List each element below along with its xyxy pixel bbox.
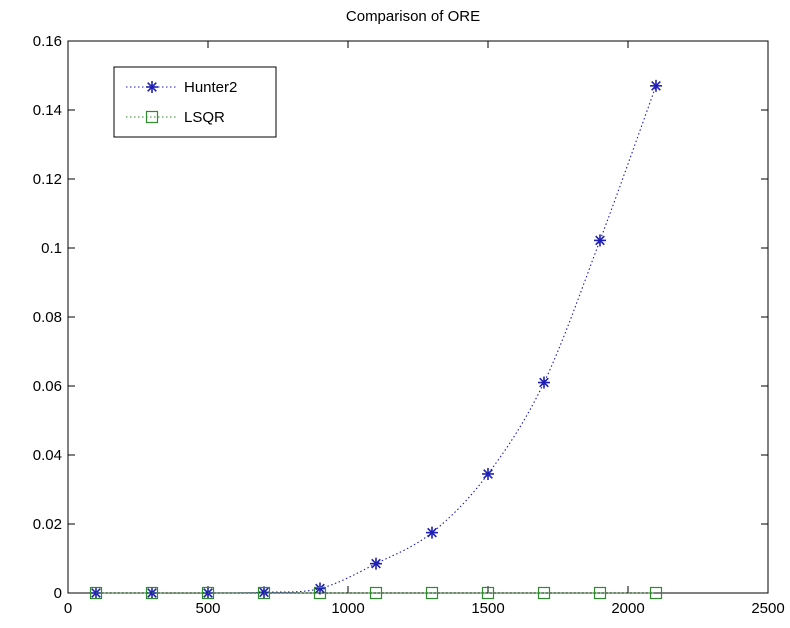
legend-label-hunter2: Hunter2 (184, 79, 237, 96)
series-layer (89, 79, 663, 600)
legend-marker-lsqr (145, 110, 159, 124)
axis-ticks: 0 500 1000 1500 2000 2500 0 0.02 0.04 0.06 0.08 0.1… (33, 33, 785, 617)
x-tick-label: 1500 (471, 600, 504, 617)
x-tick-label: 0 (64, 600, 72, 617)
y-tick-label: 0.02 (33, 516, 62, 533)
y-tick-label: 0.14 (33, 102, 62, 119)
y-tick-label: 0.12 (33, 171, 62, 188)
y-tick-label: 0.08 (33, 309, 62, 326)
legend-box (113, 66, 277, 138)
data-point-hunter2 (594, 234, 606, 247)
data-point-lsqr (649, 586, 663, 600)
x-tick-label: 500 (195, 600, 220, 617)
y-tick-label: 0.06 (33, 378, 62, 395)
data-point-hunter2 (258, 586, 270, 599)
legend-item-hunter2: Hunter2 (126, 79, 237, 96)
legend-marker-hunter2 (146, 81, 158, 93)
data-point-lsqr (537, 586, 551, 600)
x-tick-label: 2500 (751, 600, 784, 617)
y-tick-label: 0.16 (33, 33, 62, 50)
data-point-lsqr (593, 586, 607, 600)
data-point-lsqr (89, 586, 103, 600)
data-point-lsqr (313, 586, 327, 600)
data-point-hunter2 (538, 376, 550, 389)
y-tick-label: 0.04 (33, 447, 62, 464)
chart-title: Comparison of ORE (346, 8, 480, 25)
data-point-hunter2 (482, 467, 494, 480)
data-point-hunter2 (370, 557, 382, 570)
data-point-hunter2 (650, 79, 662, 92)
data-point-lsqr (201, 586, 215, 600)
data-point-lsqr (425, 586, 439, 600)
data-point-lsqr (145, 586, 159, 600)
data-point-hunter2 (426, 526, 438, 539)
y-tick-label: 0.1 (41, 240, 62, 257)
x-tick-label: 2000 (611, 600, 644, 617)
series-lsqr (89, 586, 663, 600)
data-point-lsqr (481, 586, 495, 600)
legend-label-lsqr: LSQR (184, 109, 225, 126)
data-point-lsqr (257, 586, 271, 600)
legend: Hunter2 LSQR (113, 66, 277, 138)
legend-item-lsqr: LSQR (126, 109, 225, 126)
data-point-lsqr (369, 586, 383, 600)
y-tick-label: 0 (54, 585, 62, 602)
x-tick-label: 1000 (331, 600, 364, 617)
